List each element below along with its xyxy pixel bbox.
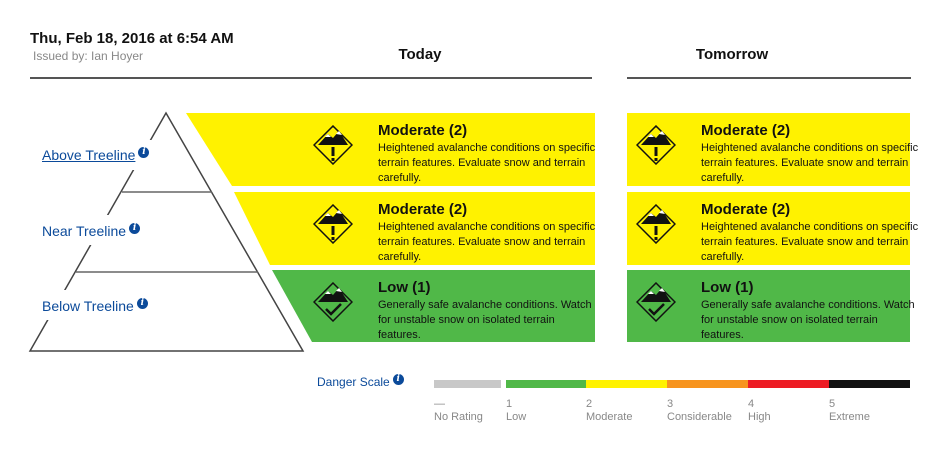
rating-title: Moderate (2) <box>378 201 468 218</box>
rating-description: Generally safe avalanche conditions. Wat… <box>701 299 915 341</box>
column-tomorrow: Tomorrow <box>695 46 769 63</box>
danger-scale-level: 5 Extreme <box>829 398 870 424</box>
today-danger-rating: Moderate (2) Heightened avalanche conditi… <box>378 201 598 265</box>
rating-description: Heightened avalanche conditions on speci… <box>701 221 919 263</box>
danger-scale-label[interactable]: Danger Scale i <box>317 374 404 389</box>
danger-scale-segment <box>434 380 501 388</box>
level-name: High <box>748 411 771 423</box>
low-danger-icon <box>312 281 354 323</box>
level-name: Extreme <box>829 411 870 423</box>
level-number: 1 <box>506 398 513 410</box>
info-icon[interactable]: i <box>138 147 150 159</box>
tomorrow-danger-rating: Moderate (2) Heightened avalanche conditi… <box>701 122 921 186</box>
rating-title: Moderate (2) <box>378 122 468 139</box>
elevation-below-treeline: Below Treeline i <box>42 298 148 314</box>
rating-title: Moderate (2) <box>701 122 791 139</box>
forecast-date: Thu, Feb 18, 2016 at 6:54 AM <box>30 30 234 47</box>
tomorrow-danger-rating: Moderate (2) Heightened avalanche conditi… <box>701 201 921 265</box>
divider <box>30 77 592 79</box>
danger-scale-segment <box>667 380 748 388</box>
tomorrow-danger-rating: Low (1) Generally safe avalanche conditio… <box>701 279 921 343</box>
level-name: Low <box>506 411 527 423</box>
column-today: Today <box>398 46 442 63</box>
rating-description: Generally safe avalanche conditions. Wat… <box>378 299 592 341</box>
info-icon[interactable]: i <box>392 374 404 385</box>
danger-scale-level: 2 Moderate <box>586 398 632 424</box>
danger-scale-level: 3 Considerable <box>667 398 732 424</box>
divider <box>627 77 911 79</box>
rating-title: Low (1) <box>378 279 431 296</box>
rating-title: Low (1) <box>701 279 754 296</box>
rating-description: Heightened avalanche conditions on speci… <box>701 142 919 184</box>
moderate-danger-icon <box>312 124 354 166</box>
danger-scale-segment <box>506 380 586 388</box>
rating-title: Moderate (2) <box>701 201 791 218</box>
danger-scale-segment <box>586 380 667 388</box>
today-danger-rating: Low (1) Generally safe avalanche conditio… <box>378 279 598 343</box>
danger-scale-level: 4 High <box>748 398 771 424</box>
today-danger-rating: Moderate (2) Heightened avalanche conditi… <box>378 122 598 186</box>
danger-scale-level: 1 Low <box>506 398 526 424</box>
moderate-danger-icon <box>312 203 354 245</box>
rating-description: Heightened avalanche conditions on speci… <box>378 142 596 184</box>
level-number: 4 <box>748 398 755 410</box>
level-number: 5 <box>829 398 836 410</box>
level-number: — <box>434 398 445 410</box>
info-icon[interactable]: i <box>136 298 148 310</box>
moderate-danger-icon <box>635 124 677 166</box>
level-name: Moderate <box>586 411 633 423</box>
level-name: Considerable <box>667 411 732 423</box>
low-danger-icon <box>635 281 677 323</box>
issued-by: Issued by: Ian Hoyer <box>33 49 144 63</box>
level-number: 3 <box>667 398 674 410</box>
level-number: 2 <box>586 398 593 410</box>
moderate-danger-icon <box>635 203 677 245</box>
rating-description: Heightened avalanche conditions on speci… <box>378 221 596 263</box>
elevation-above-treeline[interactable]: Above Treeline i <box>42 147 150 163</box>
level-name: No Rating <box>434 411 483 423</box>
danger-scale-level: — No Rating <box>434 398 483 424</box>
danger-scale-segment <box>829 380 910 388</box>
info-icon[interactable]: i <box>129 223 141 235</box>
elevation-near-treeline: Near Treeline i <box>42 223 141 239</box>
danger-scale-segment <box>748 380 829 388</box>
